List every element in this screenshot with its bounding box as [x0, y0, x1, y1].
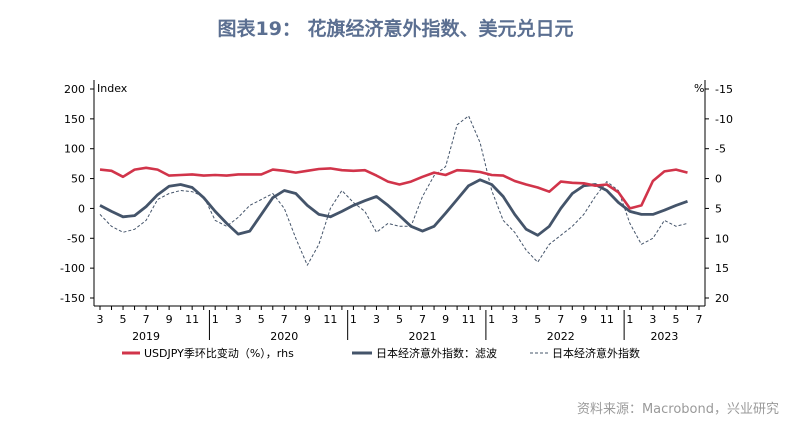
- right-tick-label: 0: [715, 173, 722, 186]
- x-tick-label: 5: [120, 313, 127, 326]
- legend-label: 日本经济意外指数：滤波: [376, 346, 497, 360]
- x-tick-label: 1: [626, 313, 633, 326]
- left-tick-label: 150: [64, 113, 85, 126]
- x-tick-label: 11: [323, 313, 337, 326]
- legend-label: 日本经济意外指数: [552, 346, 640, 360]
- right-tick-label: -5: [715, 143, 726, 156]
- legend-label: USDJPY季环比变动（%），rhs: [144, 346, 294, 360]
- x-tick-label: 7: [557, 313, 564, 326]
- x-tick-label: 1: [350, 313, 357, 326]
- x-tick-label: 3: [235, 313, 242, 326]
- x-tick-label: 7: [143, 313, 150, 326]
- right-tick-label: 10: [715, 232, 729, 245]
- x-tick-label: 5: [672, 313, 679, 326]
- x-tick-label: 3: [373, 313, 380, 326]
- left-tick-label: 100: [64, 143, 85, 156]
- surprise-series-line: [99, 115, 688, 266]
- left-tick-label: -100: [60, 262, 85, 275]
- chart-title: 图表19： 花旗经济意外指数、美元兑日元: [217, 18, 574, 40]
- x-tick-label: 7: [696, 313, 703, 326]
- x-tick-label: 9: [580, 313, 587, 326]
- x-tick-label: 9: [442, 313, 449, 326]
- left-axis-label: Index: [97, 82, 128, 95]
- right-tick-label: 15: [715, 262, 729, 275]
- year-label: 2022: [547, 330, 575, 343]
- x-tick-label: 11: [462, 313, 476, 326]
- right-tick-label: -10: [715, 113, 733, 126]
- left-tick-label: 50: [71, 173, 85, 186]
- x-tick-label: 7: [281, 313, 288, 326]
- x-tick-label: 5: [396, 313, 403, 326]
- right-axis-label: %: [694, 82, 704, 95]
- x-tick-label: 3: [649, 313, 656, 326]
- left-tick-label: 200: [64, 83, 85, 96]
- right-tick-label: 5: [715, 202, 722, 215]
- x-tick-label: 11: [185, 313, 199, 326]
- usdjpy-series-line: [99, 166, 688, 210]
- left-tick-label: -150: [60, 292, 85, 305]
- x-tick-label: 11: [600, 313, 614, 326]
- right-tick-label: 20: [715, 292, 729, 305]
- x-tick-label: 5: [258, 313, 265, 326]
- left-tick-label: -50: [67, 232, 85, 245]
- x-tick-label: 1: [212, 313, 219, 326]
- x-tick-label: 5: [534, 313, 541, 326]
- x-tick-label: 3: [511, 313, 518, 326]
- year-label: 2021: [409, 330, 437, 343]
- x-tick-label: 1: [488, 313, 495, 326]
- filtered-surprise-series-line: [99, 178, 688, 237]
- x-tick-label: 3: [97, 313, 104, 326]
- year-label: 2020: [270, 330, 298, 343]
- source-note: 资料来源：Macrobond，兴业研究: [576, 402, 779, 417]
- right-tick-label: -15: [715, 83, 733, 96]
- year-label: 2023: [650, 330, 678, 343]
- x-tick-label: 9: [166, 313, 173, 326]
- x-tick-label: 7: [419, 313, 426, 326]
- x-tick-label: 9: [304, 313, 311, 326]
- year-label: 2019: [132, 330, 160, 343]
- left-tick-label: 0: [78, 202, 85, 215]
